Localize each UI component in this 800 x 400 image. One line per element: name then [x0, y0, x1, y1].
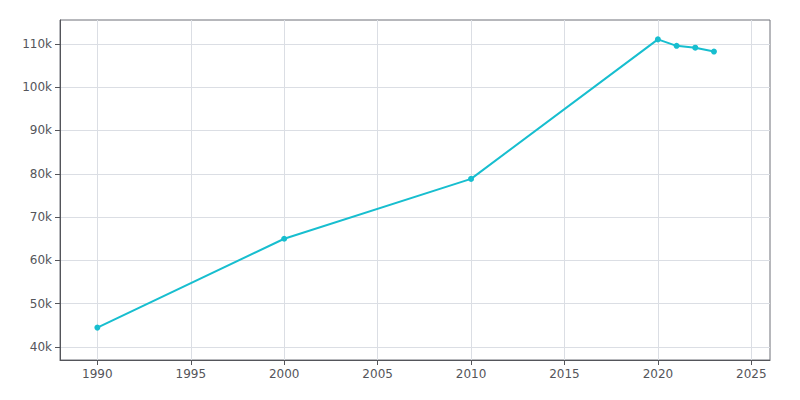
svg-text:50k: 50k — [30, 297, 52, 311]
svg-text:2005: 2005 — [362, 367, 393, 381]
svg-text:2015: 2015 — [549, 367, 580, 381]
svg-text:2000: 2000 — [269, 367, 300, 381]
svg-text:70k: 70k — [30, 210, 52, 224]
svg-text:80k: 80k — [30, 167, 52, 181]
svg-text:2020: 2020 — [643, 367, 674, 381]
svg-text:2025: 2025 — [736, 367, 767, 381]
svg-text:40k: 40k — [30, 340, 52, 354]
svg-text:110k: 110k — [22, 37, 52, 51]
svg-text:90k: 90k — [30, 123, 52, 137]
svg-text:1990: 1990 — [82, 367, 113, 381]
svg-text:60k: 60k — [30, 253, 52, 267]
svg-text:1995: 1995 — [176, 367, 207, 381]
svg-text:100k: 100k — [22, 80, 52, 94]
svg-text:2010: 2010 — [456, 367, 487, 381]
